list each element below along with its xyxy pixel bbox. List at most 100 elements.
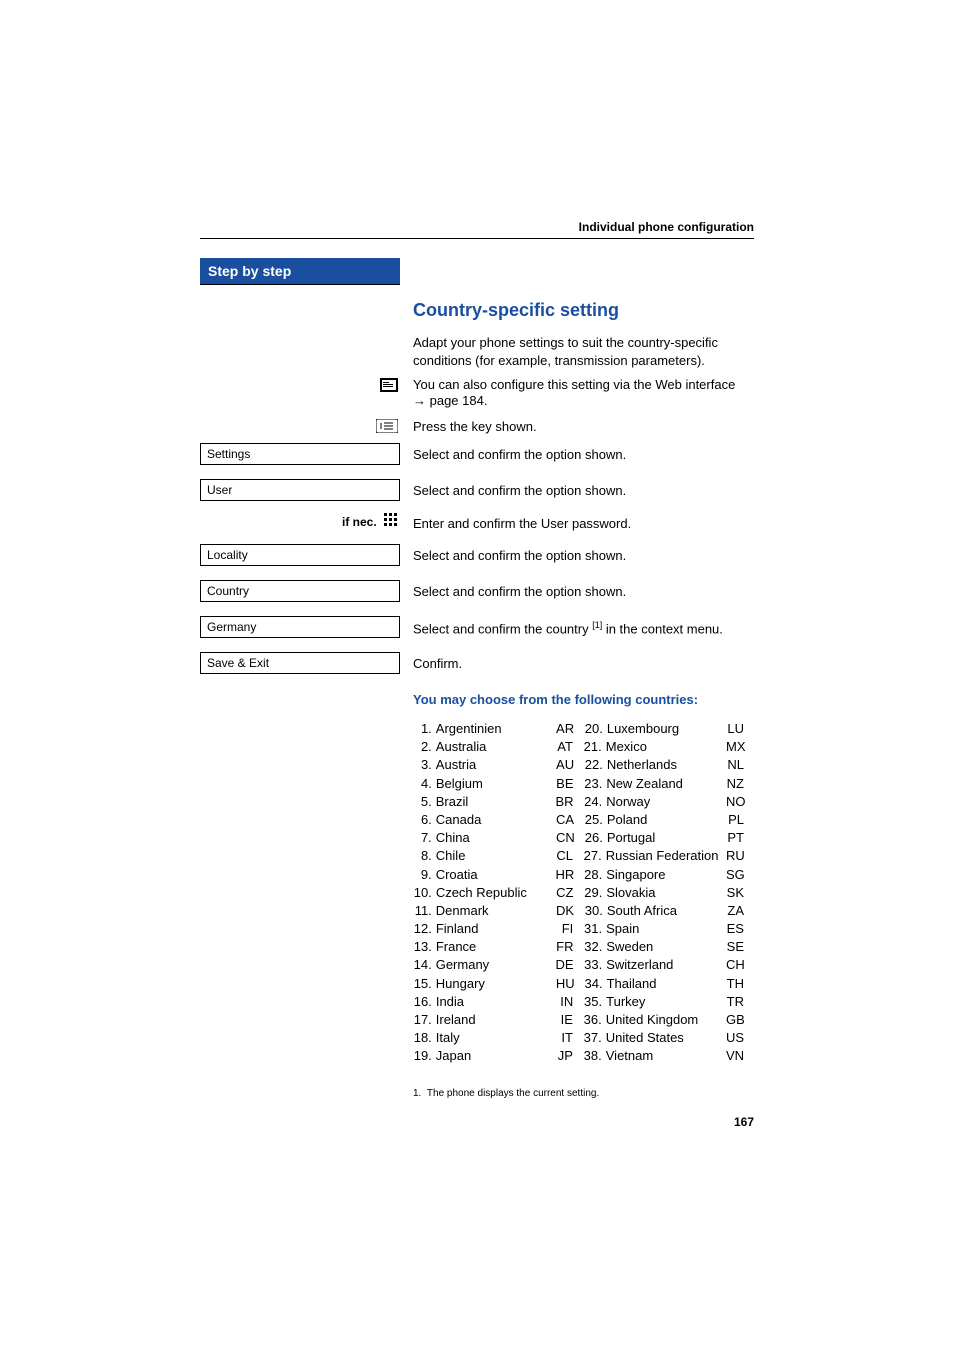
country-name-left: China [436, 829, 556, 847]
country-code-right: SE [727, 938, 754, 956]
country-row: 9.CroatiaHR28.SingaporeSG [413, 866, 754, 884]
country-code-left: BE [556, 775, 583, 793]
footnote-text: The phone displays the current setting. [427, 1088, 599, 1099]
country-row: 6.CanadaCA25.PolandPL [413, 811, 754, 829]
country-num-left: 15. [413, 975, 436, 993]
country-num-right: 24. [584, 793, 607, 811]
header-rule [200, 238, 754, 239]
country-code-right: GB [726, 1011, 754, 1029]
country-row: 7.ChinaCN26.PortugalPT [413, 829, 754, 847]
country-num-left: 2. [413, 738, 436, 756]
country-code-right: NL [727, 756, 754, 774]
if-nec-label: if nec. [342, 515, 377, 529]
country-row: 2.AustraliaAT21.MexicoMX [413, 738, 754, 756]
intro-text: Adapt your phone settings to suit the co… [413, 334, 754, 369]
country-name-right: Slovakia [606, 884, 726, 902]
country-num-right: 33. [584, 956, 607, 974]
country-num-right: 22. [584, 756, 607, 774]
menu-box-germany: Germany [200, 616, 400, 638]
country-name-left: Finland [436, 920, 557, 938]
country-row: 15.HungaryHU34.ThailandTH [413, 975, 754, 993]
country-code-right: TR [727, 993, 754, 1011]
country-row: 18.ItalyIT37.United StatesUS [413, 1029, 754, 1047]
page-number: 167 [734, 1115, 754, 1129]
sidebar-rule [200, 284, 400, 285]
country-list: 1.ArgentinienAR20.LuxembourgLU2.Australi… [413, 720, 754, 1066]
country-code-left: AU [556, 756, 584, 774]
key-icon [376, 419, 398, 433]
country-num-right: 21. [583, 738, 606, 756]
country-name-right: South Africa [607, 902, 727, 920]
country-name-left: Czech Republic [436, 884, 556, 902]
country-name-right: Turkey [606, 993, 727, 1011]
country-num-left: 3. [413, 756, 436, 774]
country-code-right: PT [727, 829, 754, 847]
country-name-right: Netherlands [607, 756, 727, 774]
country-row: 14.GermanyDE33.SwitzerlandCH [413, 956, 754, 974]
country-num-left: 14. [413, 956, 436, 974]
country-num-left: 6. [413, 811, 436, 829]
country-code-left: CL [556, 847, 583, 865]
country-row: 19.JapanJP38.VietnamVN [413, 1047, 754, 1065]
country-row: 1.ArgentinienAR20.LuxembourgLU [413, 720, 754, 738]
country-name-left: Australia [436, 738, 556, 756]
country-code-left: CA [556, 811, 584, 829]
country-num-right: 20. [584, 720, 607, 738]
country-num-left: 11. [413, 902, 436, 920]
page: Individual phone configuration Step by s… [0, 0, 954, 1351]
country-name-right: Switzerland [606, 956, 726, 974]
country-code-right: RU [726, 847, 754, 865]
country-num-right: 29. [584, 884, 607, 902]
country-name-right: Mexico [606, 738, 726, 756]
country-code-right: NZ [727, 775, 754, 793]
footnote: 1. The phone displays the current settin… [413, 1088, 599, 1099]
country-num-right: 25. [584, 811, 607, 829]
user-text: Select and confirm the option shown. [413, 482, 754, 500]
country-name-right: Portugal [607, 829, 727, 847]
country-num-right: 35. [583, 993, 606, 1011]
country-name-left: Denmark [436, 902, 556, 920]
country-name-right: Vietnam [606, 1047, 726, 1065]
country-num-right: 30. [584, 902, 607, 920]
country-name-left: Austria [436, 756, 556, 774]
country-row: 3.AustriaAU22.NetherlandsNL [413, 756, 754, 774]
settings-text: Select and confirm the option shown. [413, 446, 754, 464]
footnote-ref: [1] [592, 620, 602, 630]
country-num-right: 34. [584, 975, 607, 993]
menu-box-save-exit: Save & Exit [200, 652, 400, 674]
country-name-right: United Kingdom [606, 1011, 726, 1029]
country-code-right: PL [727, 811, 754, 829]
country-code-left: DK [556, 902, 584, 920]
country-name-right: Sweden [606, 938, 726, 956]
country-code-right: ZA [727, 902, 754, 920]
country-num-left: 16. [413, 993, 436, 1011]
country-name-left: Belgium [436, 775, 556, 793]
country-name-right: Singapore [606, 866, 726, 884]
country-name-left: Germany [436, 956, 556, 974]
menu-box-user: User [200, 479, 400, 501]
country-name-right: New Zealand [606, 775, 726, 793]
country-code-left: BR [556, 793, 584, 811]
country-code-left: IE [556, 1011, 583, 1029]
country-row: 5.BrazilBR24.NorwayNO [413, 793, 754, 811]
country-num-left: 4. [413, 775, 436, 793]
country-code-right: SK [727, 884, 754, 902]
sel-country-post: in the context menu. [602, 621, 723, 636]
country-code-left: IT [556, 1029, 583, 1047]
select-country-text: Select and confirm the country [1] in th… [413, 619, 754, 638]
country-num-left: 13. [413, 938, 436, 956]
country-num-left: 7. [413, 829, 436, 847]
footnote-num: 1. [413, 1088, 421, 1099]
country-code-left: CN [556, 829, 584, 847]
web-icon [380, 378, 398, 392]
country-code-right: NO [726, 793, 754, 811]
country-num-right: 27. [583, 847, 606, 865]
country-name-left: Canada [436, 811, 556, 829]
country-code-right: SG [726, 866, 754, 884]
country-num-right: 38. [583, 1047, 606, 1065]
country-num-right: 31. [583, 920, 606, 938]
country-name-left: Argentinien [436, 720, 556, 738]
step-by-step-header: Step by step [200, 258, 400, 284]
country-num-left: 8. [413, 847, 436, 865]
country-num-right: 36. [583, 1011, 606, 1029]
